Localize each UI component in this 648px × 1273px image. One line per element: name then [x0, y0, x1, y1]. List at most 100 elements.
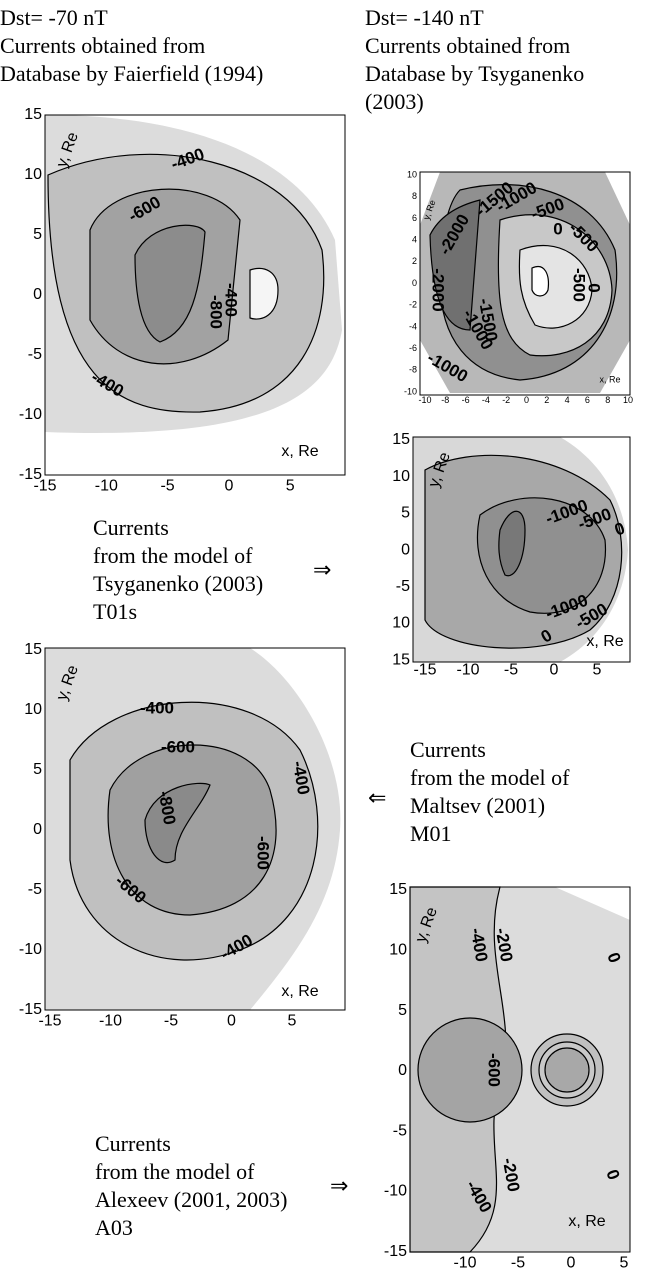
x-tick-label: 10 [623, 395, 633, 405]
contour-label: 0 [553, 219, 562, 238]
y-tick-label: 15 [24, 106, 42, 123]
x-tick-label: -15 [413, 662, 436, 679]
x-tick-label: 0 [224, 477, 233, 494]
x-tick-label: 2 [544, 395, 549, 405]
caption-arrow: ⇒ [313, 557, 331, 582]
y-tick-label: 10 [392, 615, 410, 632]
y-tick-label: -2 [409, 300, 417, 310]
caption-line: Tsyganenko (2003) [93, 571, 263, 596]
y-tick-label: -5 [396, 578, 410, 595]
y-tick-label: 0 [401, 541, 410, 558]
y-tick-label: 15 [24, 641, 42, 658]
contour-map [419, 171, 631, 396]
y-tick-label: 2 [412, 256, 417, 266]
y-tick-label: -5 [28, 881, 42, 898]
y-tick-label: 8 [412, 191, 417, 201]
y-tick-label: -5 [28, 346, 42, 363]
y-tick-label: 15 [392, 431, 410, 448]
contour-map [44, 114, 346, 476]
x-tick-label: 5 [288, 1012, 297, 1029]
x-tick-label: 5 [620, 1254, 629, 1271]
y-tick-label: 5 [33, 761, 42, 778]
caption-arrow: ⇒ [330, 1173, 348, 1198]
y-tick-label: 0 [398, 1062, 407, 1079]
x-tick-label: 8 [605, 395, 610, 405]
caption-line: A03 [95, 1215, 133, 1240]
contour-label: -500 [570, 268, 589, 302]
header-line: Database by Tsyganenko [365, 61, 584, 86]
y-tick-label: 5 [33, 226, 42, 243]
header-line: Dst= -70 nT [0, 5, 108, 30]
caption-line: from the model of [410, 765, 570, 790]
contour-label: -600 [254, 836, 273, 870]
x-tick-label: -5 [160, 477, 174, 494]
axis-label: x, Re [281, 443, 318, 460]
caption-line: T01s [93, 599, 137, 624]
caption-line: Currents [410, 737, 486, 762]
header-line: (2003) [365, 89, 424, 114]
caption-line: Currents [95, 1131, 171, 1156]
x-tick-label: 6 [585, 395, 590, 405]
x-tick-label: -10 [99, 1012, 122, 1029]
caption-line: Maltsev (2001) [410, 793, 545, 818]
x-tick-label: 0 [567, 1254, 576, 1271]
x-tick-label: 0 [227, 1012, 236, 1029]
contour-map [412, 436, 631, 663]
x-tick-label: -5 [511, 1254, 525, 1271]
axis-label: x, Re [281, 983, 318, 1000]
y-tick-label: -10 [404, 386, 417, 396]
y-tick-label: 0 [33, 286, 42, 303]
y-tick-label: -6 [409, 343, 417, 353]
contour-label: -600 [161, 737, 195, 756]
y-tick-label: -10 [384, 1183, 407, 1200]
x-tick-label: -15 [38, 1012, 61, 1029]
y-tick-label: 15 [392, 651, 410, 668]
x-tick-label: -2 [502, 395, 510, 405]
contour-map [44, 647, 346, 1011]
contour-label: -400 [222, 283, 241, 317]
x-tick-label: -5 [504, 662, 518, 679]
y-tick-label: -4 [409, 321, 417, 331]
y-tick-label: 15 [389, 881, 407, 898]
header-line: Dst= -140 nT [365, 5, 484, 30]
caption-line: from the model of [93, 543, 253, 568]
contour-label: -400 [140, 698, 174, 717]
y-tick-label: 10 [24, 701, 42, 718]
x-tick-label: -10 [418, 395, 431, 405]
contour-label: -2000 [429, 268, 448, 311]
y-tick-label: -8 [409, 365, 417, 375]
y-tick-label: 4 [412, 234, 417, 244]
x-tick-label: -5 [164, 1012, 178, 1029]
axis-label: x, Re [586, 633, 623, 650]
caption-line: from the model of [95, 1159, 255, 1184]
x-tick-label: 4 [565, 395, 570, 405]
caption-line: Alexeev (2001, 2003) [95, 1187, 287, 1212]
y-tick-label: 10 [407, 169, 417, 179]
x-tick-label: 5 [593, 662, 602, 679]
y-tick-label: 5 [401, 505, 410, 522]
axis-label: x, Re [568, 1213, 605, 1230]
y-tick-label: -10 [19, 941, 42, 958]
y-tick-label: 5 [398, 1002, 407, 1019]
x-tick-label: -10 [95, 477, 118, 494]
header-line: Currents obtained from [365, 33, 570, 58]
x-tick-label: 5 [286, 477, 295, 494]
contour-map [409, 886, 631, 1253]
x-tick-label: -10 [453, 1254, 476, 1271]
y-tick-label: 0 [33, 821, 42, 838]
y-tick-label: 0 [412, 278, 417, 288]
x-tick-label: -15 [33, 477, 56, 494]
axis-label: x, Re [599, 374, 620, 384]
caption-arrow: ⇐ [368, 785, 386, 810]
contour-label: -800 [207, 295, 226, 329]
caption-line: M01 [410, 821, 452, 846]
y-tick-label: 10 [392, 468, 410, 485]
x-tick-label: -4 [482, 395, 490, 405]
y-tick-label: -15 [19, 466, 42, 483]
x-tick-label: -8 [441, 395, 449, 405]
y-tick-label: 10 [24, 166, 42, 183]
y-tick-label: -10 [19, 406, 42, 423]
contour-label: -600 [485, 1053, 504, 1087]
